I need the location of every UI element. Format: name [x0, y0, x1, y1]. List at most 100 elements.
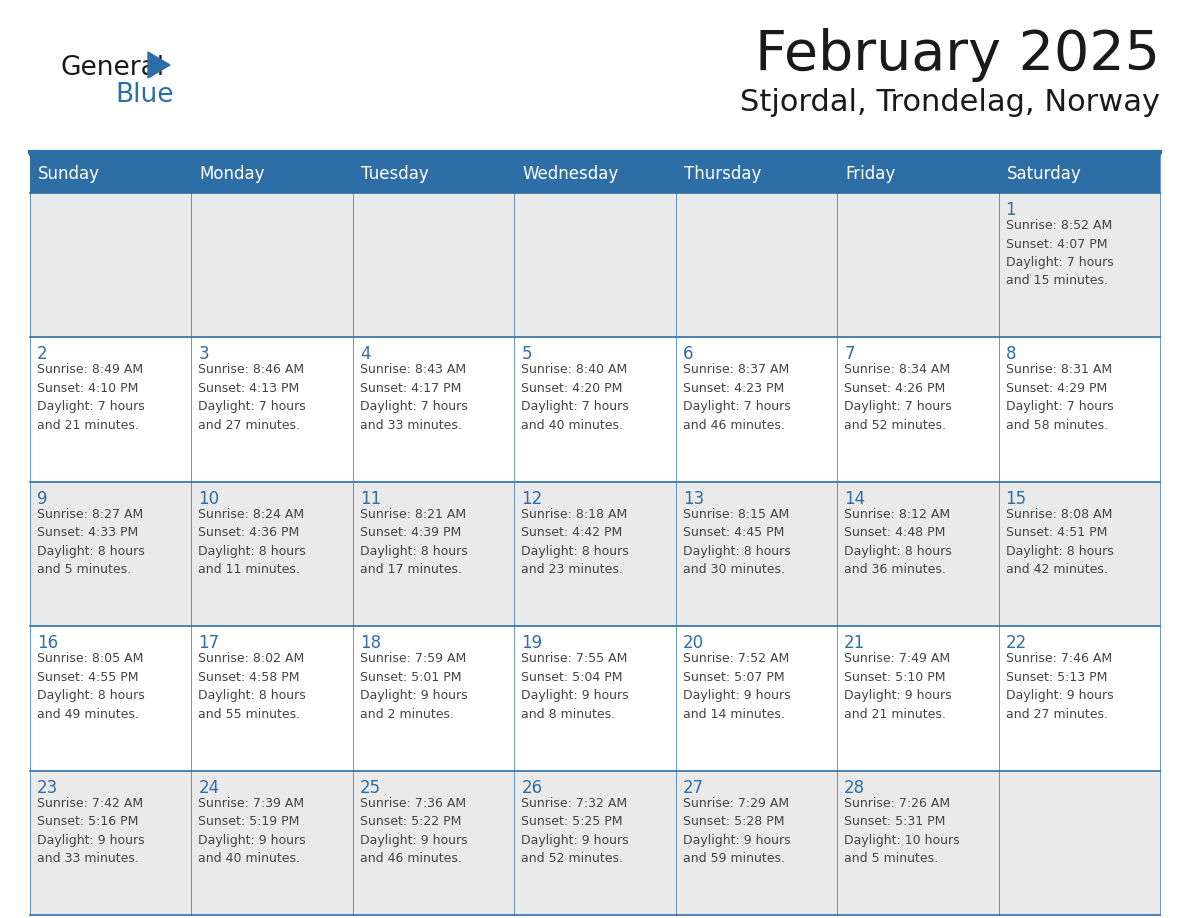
Bar: [353, 193, 514, 338]
Text: Sunrise: 8:34 AM
Sunset: 4:26 PM
Daylight: 7 hours
and 52 minutes.: Sunrise: 8:34 AM Sunset: 4:26 PM Dayligh…: [845, 364, 952, 431]
Text: 6: 6: [683, 345, 694, 364]
Bar: [30, 626, 191, 770]
Text: Friday: Friday: [845, 165, 896, 183]
Text: 7: 7: [845, 345, 854, 364]
Text: Sunrise: 8:05 AM
Sunset: 4:55 PM
Daylight: 8 hours
and 49 minutes.: Sunrise: 8:05 AM Sunset: 4:55 PM Dayligh…: [37, 652, 145, 721]
Bar: [353, 770, 514, 915]
Text: Sunrise: 7:36 AM
Sunset: 5:22 PM
Daylight: 9 hours
and 46 minutes.: Sunrise: 7:36 AM Sunset: 5:22 PM Dayligh…: [360, 797, 468, 865]
Bar: [353, 155, 514, 193]
Bar: [838, 626, 999, 770]
Bar: [514, 626, 676, 770]
Bar: [676, 770, 838, 915]
Text: Sunrise: 8:49 AM
Sunset: 4:10 PM
Daylight: 7 hours
and 21 minutes.: Sunrise: 8:49 AM Sunset: 4:10 PM Dayligh…: [37, 364, 145, 431]
Text: 11: 11: [360, 490, 381, 508]
Text: 8: 8: [1005, 345, 1016, 364]
Text: Sunrise: 8:12 AM
Sunset: 4:48 PM
Daylight: 8 hours
and 36 minutes.: Sunrise: 8:12 AM Sunset: 4:48 PM Dayligh…: [845, 508, 952, 577]
Bar: [838, 155, 999, 193]
Bar: [191, 482, 353, 626]
Bar: [353, 482, 514, 626]
Polygon shape: [148, 52, 170, 78]
Text: Sunrise: 7:39 AM
Sunset: 5:19 PM
Daylight: 9 hours
and 40 minutes.: Sunrise: 7:39 AM Sunset: 5:19 PM Dayligh…: [198, 797, 307, 865]
Text: 12: 12: [522, 490, 543, 508]
Bar: [30, 770, 191, 915]
Bar: [514, 770, 676, 915]
Bar: [676, 193, 838, 338]
Text: Sunrise: 7:42 AM
Sunset: 5:16 PM
Daylight: 9 hours
and 33 minutes.: Sunrise: 7:42 AM Sunset: 5:16 PM Dayligh…: [37, 797, 145, 865]
Text: 27: 27: [683, 778, 703, 797]
Text: Blue: Blue: [115, 82, 173, 108]
Bar: [999, 482, 1159, 626]
Text: 25: 25: [360, 778, 381, 797]
Bar: [191, 155, 353, 193]
Bar: [838, 338, 999, 482]
Text: 16: 16: [37, 634, 58, 652]
Text: Sunrise: 7:59 AM
Sunset: 5:01 PM
Daylight: 9 hours
and 2 minutes.: Sunrise: 7:59 AM Sunset: 5:01 PM Dayligh…: [360, 652, 468, 721]
Text: 24: 24: [198, 778, 220, 797]
Bar: [838, 482, 999, 626]
Bar: [514, 193, 676, 338]
Bar: [514, 338, 676, 482]
Bar: [191, 626, 353, 770]
Bar: [676, 155, 838, 193]
Text: 19: 19: [522, 634, 543, 652]
Text: Sunrise: 8:37 AM
Sunset: 4:23 PM
Daylight: 7 hours
and 46 minutes.: Sunrise: 8:37 AM Sunset: 4:23 PM Dayligh…: [683, 364, 790, 431]
Text: 4: 4: [360, 345, 371, 364]
Text: Sunrise: 8:46 AM
Sunset: 4:13 PM
Daylight: 7 hours
and 27 minutes.: Sunrise: 8:46 AM Sunset: 4:13 PM Dayligh…: [198, 364, 307, 431]
Text: Sunrise: 8:52 AM
Sunset: 4:07 PM
Daylight: 7 hours
and 15 minutes.: Sunrise: 8:52 AM Sunset: 4:07 PM Dayligh…: [1005, 219, 1113, 287]
Bar: [999, 770, 1159, 915]
Bar: [191, 193, 353, 338]
Bar: [30, 482, 191, 626]
Text: 9: 9: [37, 490, 48, 508]
Text: Sunrise: 7:29 AM
Sunset: 5:28 PM
Daylight: 9 hours
and 59 minutes.: Sunrise: 7:29 AM Sunset: 5:28 PM Dayligh…: [683, 797, 790, 865]
Bar: [191, 770, 353, 915]
Text: Sunrise: 8:02 AM
Sunset: 4:58 PM
Daylight: 8 hours
and 55 minutes.: Sunrise: 8:02 AM Sunset: 4:58 PM Dayligh…: [198, 652, 307, 721]
Text: Wednesday: Wednesday: [523, 165, 619, 183]
Text: Sunrise: 7:26 AM
Sunset: 5:31 PM
Daylight: 10 hours
and 5 minutes.: Sunrise: 7:26 AM Sunset: 5:31 PM Dayligh…: [845, 797, 960, 865]
Text: Sunrise: 8:21 AM
Sunset: 4:39 PM
Daylight: 8 hours
and 17 minutes.: Sunrise: 8:21 AM Sunset: 4:39 PM Dayligh…: [360, 508, 468, 577]
Bar: [999, 626, 1159, 770]
Text: Sunrise: 7:49 AM
Sunset: 5:10 PM
Daylight: 9 hours
and 21 minutes.: Sunrise: 7:49 AM Sunset: 5:10 PM Dayligh…: [845, 652, 952, 721]
Text: Sunrise: 8:08 AM
Sunset: 4:51 PM
Daylight: 8 hours
and 42 minutes.: Sunrise: 8:08 AM Sunset: 4:51 PM Dayligh…: [1005, 508, 1113, 577]
Bar: [838, 770, 999, 915]
Bar: [999, 338, 1159, 482]
Text: Sunrise: 8:43 AM
Sunset: 4:17 PM
Daylight: 7 hours
and 33 minutes.: Sunrise: 8:43 AM Sunset: 4:17 PM Dayligh…: [360, 364, 468, 431]
Text: 21: 21: [845, 634, 865, 652]
Bar: [191, 338, 353, 482]
Text: Sunday: Sunday: [38, 165, 100, 183]
Text: Monday: Monday: [200, 165, 265, 183]
Text: Sunrise: 8:31 AM
Sunset: 4:29 PM
Daylight: 7 hours
and 58 minutes.: Sunrise: 8:31 AM Sunset: 4:29 PM Dayligh…: [1005, 364, 1113, 431]
Bar: [353, 338, 514, 482]
Text: 17: 17: [198, 634, 220, 652]
Text: Sunrise: 8:15 AM
Sunset: 4:45 PM
Daylight: 8 hours
and 30 minutes.: Sunrise: 8:15 AM Sunset: 4:45 PM Dayligh…: [683, 508, 790, 577]
Bar: [676, 482, 838, 626]
Bar: [30, 338, 191, 482]
Text: Sunrise: 7:55 AM
Sunset: 5:04 PM
Daylight: 9 hours
and 8 minutes.: Sunrise: 7:55 AM Sunset: 5:04 PM Dayligh…: [522, 652, 628, 721]
Text: 3: 3: [198, 345, 209, 364]
Bar: [999, 193, 1159, 338]
Text: Sunrise: 8:24 AM
Sunset: 4:36 PM
Daylight: 8 hours
and 11 minutes.: Sunrise: 8:24 AM Sunset: 4:36 PM Dayligh…: [198, 508, 307, 577]
Text: Sunrise: 8:18 AM
Sunset: 4:42 PM
Daylight: 8 hours
and 23 minutes.: Sunrise: 8:18 AM Sunset: 4:42 PM Dayligh…: [522, 508, 628, 577]
Text: 1: 1: [1005, 201, 1016, 219]
Bar: [999, 155, 1159, 193]
Text: 23: 23: [37, 778, 58, 797]
Bar: [353, 626, 514, 770]
Bar: [676, 626, 838, 770]
Bar: [514, 155, 676, 193]
Text: 10: 10: [198, 490, 220, 508]
Text: Stjordal, Trondelag, Norway: Stjordal, Trondelag, Norway: [740, 88, 1159, 117]
Text: General: General: [61, 55, 164, 81]
Text: Sunrise: 7:46 AM
Sunset: 5:13 PM
Daylight: 9 hours
and 27 minutes.: Sunrise: 7:46 AM Sunset: 5:13 PM Dayligh…: [1005, 652, 1113, 721]
Text: 18: 18: [360, 634, 381, 652]
Text: Sunrise: 8:27 AM
Sunset: 4:33 PM
Daylight: 8 hours
and 5 minutes.: Sunrise: 8:27 AM Sunset: 4:33 PM Dayligh…: [37, 508, 145, 577]
Text: Thursday: Thursday: [684, 165, 762, 183]
Text: 20: 20: [683, 634, 703, 652]
Bar: [676, 338, 838, 482]
Text: 22: 22: [1005, 634, 1026, 652]
Text: 5: 5: [522, 345, 532, 364]
Text: Sunrise: 8:40 AM
Sunset: 4:20 PM
Daylight: 7 hours
and 40 minutes.: Sunrise: 8:40 AM Sunset: 4:20 PM Dayligh…: [522, 364, 628, 431]
Bar: [30, 193, 191, 338]
Text: Sunrise: 7:52 AM
Sunset: 5:07 PM
Daylight: 9 hours
and 14 minutes.: Sunrise: 7:52 AM Sunset: 5:07 PM Dayligh…: [683, 652, 790, 721]
Text: Tuesday: Tuesday: [361, 165, 429, 183]
Text: 13: 13: [683, 490, 704, 508]
Text: 28: 28: [845, 778, 865, 797]
